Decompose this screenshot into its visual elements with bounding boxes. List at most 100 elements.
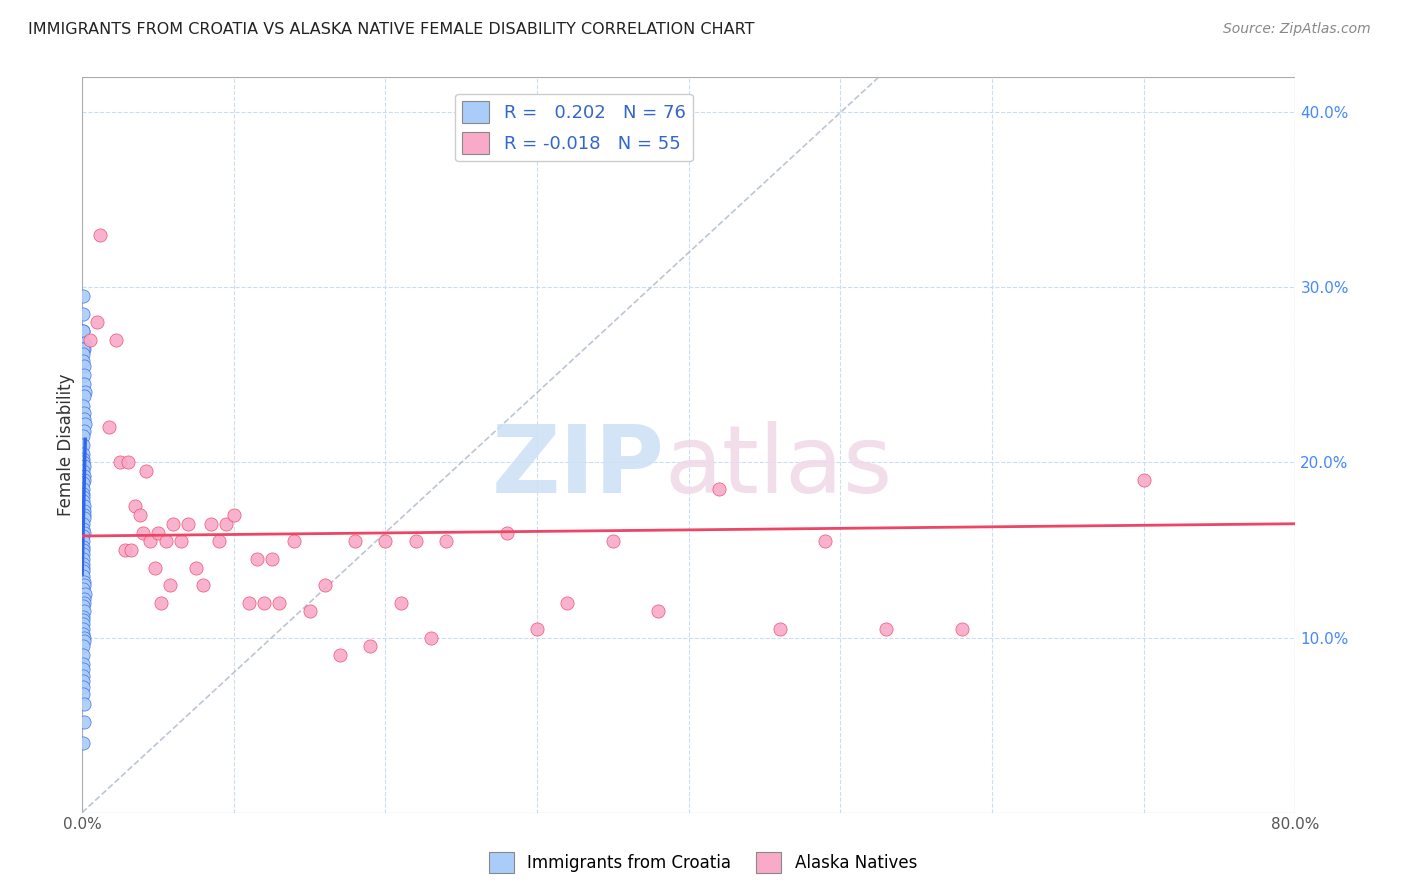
Point [72,455,94,469]
Point [72,494,94,508]
Point [72,487,94,501]
Point [72,631,94,645]
Point [72,569,94,583]
Point [108,455,131,469]
Point [104,333,127,347]
Point [557,595,579,609]
Point [72,491,94,505]
Point [155,534,177,549]
Point [495,525,517,540]
Point [128,508,150,522]
Point [359,640,381,654]
Point [72,324,94,338]
Legend: Immigrants from Croatia, Alaska Natives: Immigrants from Croatia, Alaska Natives [482,846,924,880]
Point [344,534,367,549]
Point [200,516,222,531]
Point [72,582,94,596]
Point [72,674,94,689]
Text: atlas: atlas [665,421,893,513]
Point [72,735,94,749]
Point [72,476,94,491]
Point [170,534,193,549]
Point [73,592,96,607]
Point [72,447,94,461]
Point [73,359,96,374]
Point [434,534,457,549]
Point [150,595,173,609]
Point [72,452,94,467]
Point [177,516,200,531]
Point [72,648,94,662]
Point [72,640,94,654]
Point [647,604,669,618]
Point [72,438,94,452]
Point [72,657,94,671]
Point [72,609,94,624]
Point [72,578,94,592]
Point [73,368,96,382]
Point [72,540,94,554]
Point [117,455,139,469]
Point [73,336,96,351]
Point [114,543,136,558]
Point [72,482,94,496]
Point [120,543,142,558]
Point [1133,473,1156,487]
Point [238,595,260,609]
Point [253,595,276,609]
Point [298,604,321,618]
Point [98,420,121,434]
Point [73,525,96,540]
Point [72,400,94,414]
Point [72,464,94,478]
Point [73,697,96,711]
Point [269,595,291,609]
Point [73,385,96,400]
Point [72,543,94,558]
Point [73,407,96,421]
Point [86,316,108,330]
Point [314,578,336,592]
Point [72,289,94,303]
Point [72,669,94,683]
Point [73,574,96,589]
Point [72,342,94,356]
Point [72,511,94,525]
Point [72,557,94,571]
Text: ZIP: ZIP [492,421,665,513]
Point [950,622,973,636]
Point [135,464,157,478]
Point [143,560,166,574]
Point [602,534,624,549]
Point [260,551,283,566]
Point [72,529,94,543]
Point [72,613,94,627]
Point [875,622,897,636]
Point [72,599,94,613]
Point [132,525,155,540]
Point [73,411,96,425]
Text: IMMIGRANTS FROM CROATIA VS ALASKA NATIVE FEMALE DISABILITY CORRELATION CHART: IMMIGRANTS FROM CROATIA VS ALASKA NATIVE… [28,22,755,37]
Point [72,522,94,536]
Point [707,482,730,496]
Point [73,587,96,601]
Point [193,578,215,592]
Point [72,354,94,368]
Point [124,500,146,514]
Point [526,622,548,636]
Point [769,622,792,636]
Point [72,424,94,438]
Point [72,324,94,338]
Point [73,417,96,431]
Point [72,564,94,578]
Point [72,458,94,473]
Point [72,616,94,631]
Point [72,595,94,609]
Point [405,534,427,549]
Point [184,560,207,574]
Point [146,525,169,540]
Point [162,516,184,531]
Point [72,686,94,700]
Point [73,376,96,391]
Point [72,508,94,522]
